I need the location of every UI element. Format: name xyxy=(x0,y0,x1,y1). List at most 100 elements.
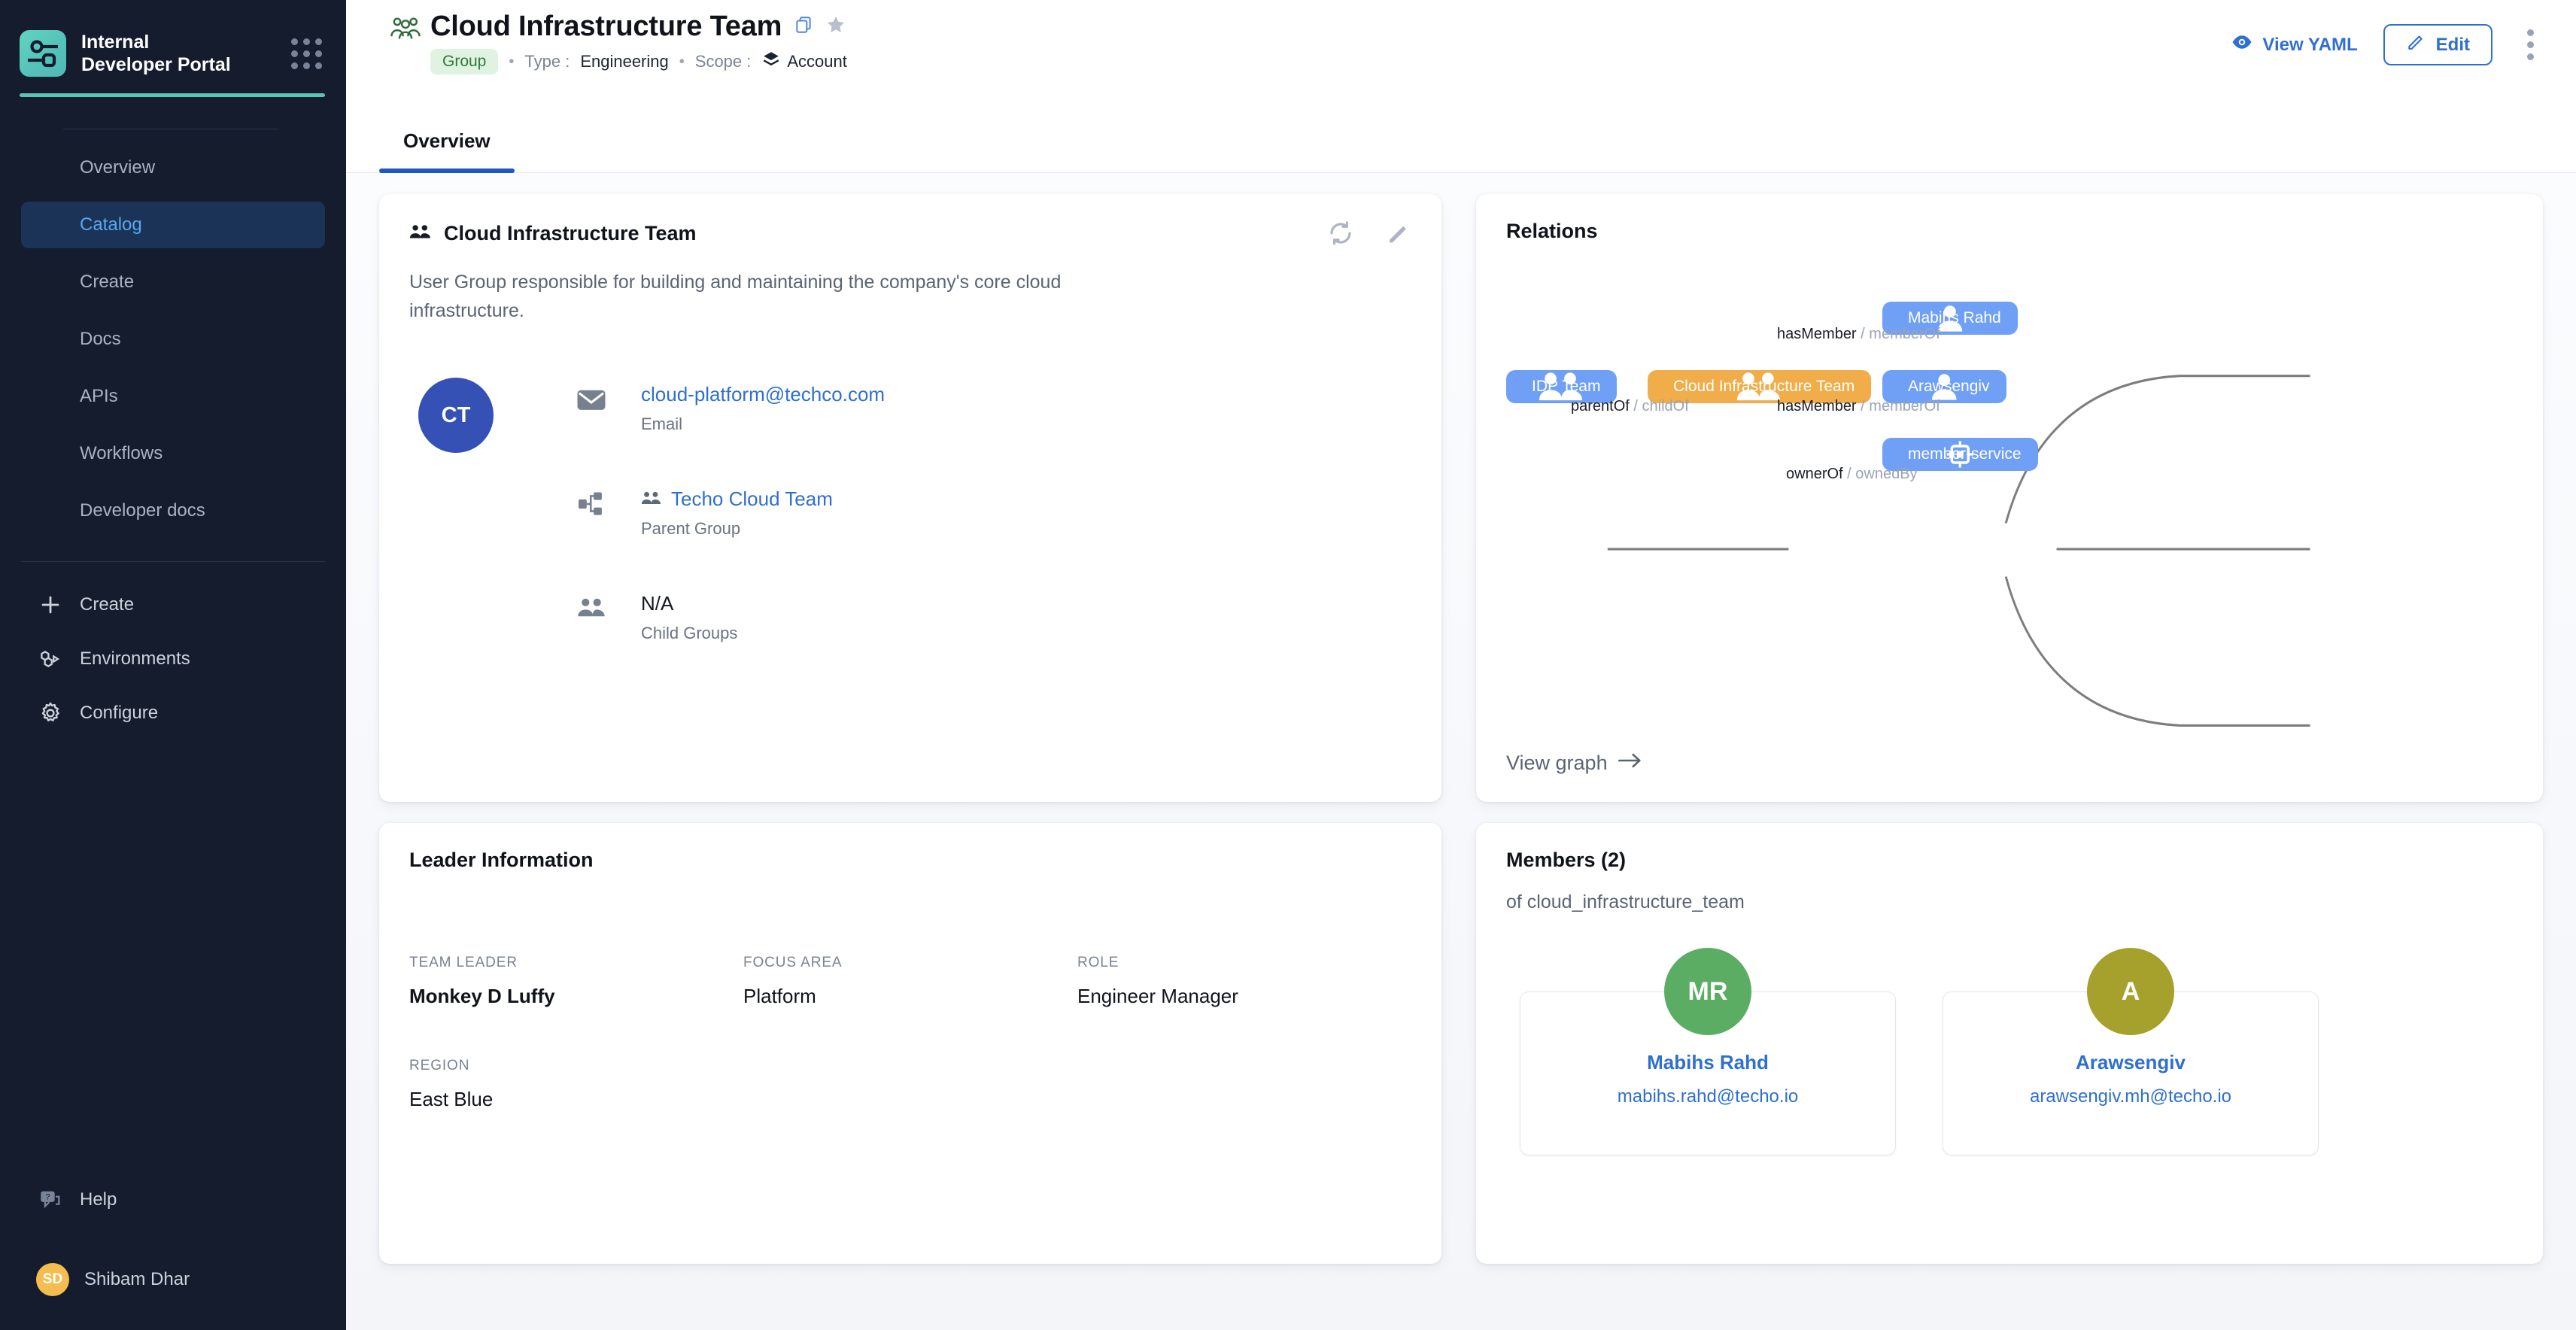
relations-title: Relations xyxy=(1506,220,1598,242)
content-area: Cloud Infrastructure Team xyxy=(346,173,2576,1330)
graph-node-label: Arawsengiv xyxy=(1908,378,1990,395)
refresh-icon[interactable] xyxy=(1327,220,1354,247)
content-row-1: Cloud Infrastructure Team xyxy=(379,194,2543,802)
sidebar-item-developer-docs[interactable]: Developer docs xyxy=(21,487,325,534)
sidebar-item-label: Developer docs xyxy=(80,500,205,521)
sidebar-item-catalog[interactable]: Catalog xyxy=(21,202,325,248)
member-name[interactable]: Arawsengiv xyxy=(2076,1051,2186,1073)
page-title: Cloud Infrastructure Team xyxy=(430,11,782,42)
leader-field-focus-area: FOCUS AREA Platform xyxy=(743,955,1077,1008)
list-item[interactable]: MR Mabihs Rahd mabihs.rahd@techo.io xyxy=(1520,948,1896,1155)
title-block: Cloud Infrastructure Team Group • Type xyxy=(379,11,847,74)
sidebar-item-apis[interactable]: APIs xyxy=(21,373,325,420)
edge-label-parent-of: parentOf / childOf xyxy=(1571,398,1689,415)
arrow-right-icon xyxy=(1618,752,1642,775)
sidebar-action-label: Environments xyxy=(80,648,190,669)
sidebar-footer: ? Help SD Shibam Dhar xyxy=(0,1177,346,1330)
edge-forward: hasMember xyxy=(1777,398,1857,414)
plus-icon xyxy=(41,596,59,614)
idp-logo-icon xyxy=(20,30,66,77)
field-child-groups: N/A Child Groups xyxy=(575,593,885,643)
field-child-groups-value: N/A xyxy=(641,592,674,615)
field-parent-group: Techo Cloud Team Parent Group xyxy=(575,487,885,539)
gear-icon xyxy=(41,702,59,721)
leader-field-region: REGION East Blue xyxy=(409,1058,743,1111)
relations-edges xyxy=(1607,375,2310,727)
relations-graph[interactable]: IDP Team Cloud Infrastructure Team xyxy=(1506,247,2513,752)
edge-label-owner-of: ownerOf / ownedBy xyxy=(1786,466,1918,483)
graph-node-idp-team[interactable]: IDP Team xyxy=(1506,370,1618,403)
field-parent-group-value[interactable]: Techo Cloud Team xyxy=(641,487,833,511)
graph-node-arawsengiv[interactable]: Arawsengiv xyxy=(1882,370,2006,403)
tab-overview[interactable]: Overview xyxy=(379,129,515,173)
graph-node-member-service[interactable]: member-service xyxy=(1882,438,2038,471)
list-item[interactable]: A Arawsengiv arawsengiv.mh@techo.io xyxy=(1943,948,2319,1155)
field-child-groups-label: Child Groups xyxy=(641,624,738,643)
title-row: Cloud Infrastructure Team xyxy=(430,11,847,43)
edit-button[interactable]: Edit xyxy=(2383,24,2492,65)
members-title: Members (2) xyxy=(1506,849,1627,871)
content-row-2: Leader Information TEAM LEADER Monkey D … xyxy=(379,823,2543,1264)
sidebar-user-profile[interactable]: SD Shibam Dhar xyxy=(21,1256,325,1303)
leader-field-team-leader: TEAM LEADER Monkey D Luffy xyxy=(409,955,743,1008)
copy-icon[interactable] xyxy=(794,15,813,38)
type-label: Type : xyxy=(524,52,570,71)
environments-icon xyxy=(41,651,60,667)
group-people-icon xyxy=(390,15,421,44)
view-graph-link[interactable]: View graph xyxy=(1506,752,2513,779)
status-badge: Group xyxy=(430,49,499,74)
apps-grid-icon[interactable] xyxy=(291,38,325,69)
sidebar-item-workflows[interactable]: Workflows xyxy=(21,430,325,477)
field-email-value[interactable]: cloud-platform@techco.com xyxy=(641,383,886,405)
page-header: Cloud Infrastructure Team Group • Type xyxy=(346,0,2576,89)
field-email: cloud-platform@techco.com Email xyxy=(575,383,886,434)
avatar: SD xyxy=(36,1263,69,1296)
sidebar-item-create[interactable]: Create xyxy=(21,259,325,305)
star-icon[interactable] xyxy=(825,14,846,39)
sidebar-item-docs[interactable]: Docs xyxy=(21,316,325,363)
brand-underline xyxy=(20,93,325,97)
member-email[interactable]: arawsengiv.mh@techo.io xyxy=(2029,1086,2232,1107)
header-actions: View YAML Edit xyxy=(2231,11,2543,65)
field-value: Engineer Manager xyxy=(1077,985,1238,1007)
edge-reverse: memberOf xyxy=(1869,398,1940,414)
field-key: FOCUS AREA xyxy=(743,955,843,970)
sidebar-item-overview[interactable]: Overview xyxy=(21,144,325,191)
sidebar-item-label: Docs xyxy=(80,329,121,349)
relations-card: Relations IDP Team xyxy=(1476,194,2543,802)
leader-title: Leader Information xyxy=(409,849,594,871)
field-parent-group-text: Techo Cloud Team xyxy=(671,487,833,511)
sidebar-item-label: Overview xyxy=(80,157,156,178)
edge-label-has-member-2: hasMember / memberOf xyxy=(1777,398,1940,415)
member-name[interactable]: Mabihs Rahd xyxy=(1647,1051,1769,1073)
kebab-menu-icon[interactable] xyxy=(2518,25,2543,65)
field-key: TEAM LEADER xyxy=(409,955,518,970)
pencil-icon[interactable] xyxy=(1386,220,1411,246)
eye-icon xyxy=(2231,34,2253,56)
main-area: Cloud Infrastructure Team Group • Type xyxy=(346,0,2576,1330)
edge-slash: / xyxy=(1633,398,1642,414)
graph-node-cloud-infrastructure-team[interactable]: Cloud Infrastructure Team xyxy=(1648,370,1872,403)
field-value: East Blue xyxy=(409,1088,494,1110)
group-card-icon-actions xyxy=(1327,220,1411,247)
avatar: CT xyxy=(418,378,494,453)
scope-wrap: Account xyxy=(761,50,847,74)
member-email[interactable]: mabihs.rahd@techo.io xyxy=(1617,1086,1799,1107)
group-card-title: Cloud Infrastructure Team xyxy=(409,222,697,245)
edge-reverse: ownedBy xyxy=(1855,466,1918,482)
scope-label: Scope : xyxy=(694,52,752,71)
edge-forward: parentOf xyxy=(1571,398,1630,414)
mail-icon xyxy=(575,384,608,412)
sidebar-action-environments[interactable]: Environments xyxy=(21,636,325,682)
group-card-body: CT cloud-platform@techco.com Email xyxy=(409,378,1411,643)
sidebar-help-button[interactable]: ? Help xyxy=(21,1177,325,1223)
leader-field-role: ROLE Engineer Manager xyxy=(1077,955,1411,1008)
sidebar-action-configure[interactable]: Configure xyxy=(21,690,325,736)
sidebar-nav: Overview Catalog Create Docs APIs Workfl… xyxy=(0,129,346,545)
graph-node-mabihs-rahd[interactable]: Mabihs Rahd xyxy=(1882,302,2018,335)
view-yaml-button[interactable]: View YAML xyxy=(2231,34,2358,56)
sidebar-actions: Create Environments Configure xyxy=(0,562,346,744)
sidebar-action-create[interactable]: Create xyxy=(21,581,325,628)
view-graph-label: View graph xyxy=(1506,752,1608,774)
sidebar: Internal Developer Portal Overview Catal… xyxy=(0,0,346,1330)
